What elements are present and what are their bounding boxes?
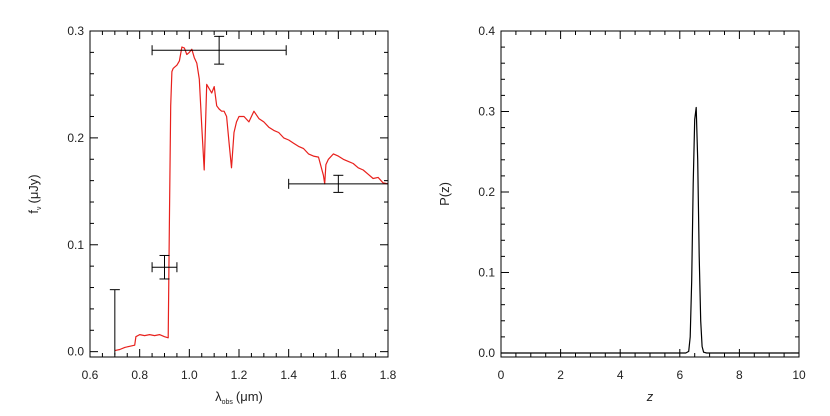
- sed-x-axis-label-unit: (μm): [236, 389, 263, 404]
- sed-y-axis-label-sub: ν: [36, 206, 43, 210]
- pz-y-tick-label: 0.3: [478, 104, 495, 118]
- sed-y-tick-label: 0.3: [67, 24, 84, 38]
- sed-x-axis-label-sub: obs: [222, 399, 234, 406]
- sed-panel: 0.6 0.8 1.0 1.2 1.4 1.6 1.80.00.10.20.3 λobs (μ…: [26, 24, 397, 406]
- pz-x-tick-label: 8: [736, 368, 743, 382]
- sed-y-axis-label-main: f: [26, 210, 41, 214]
- sed-errorbar: [151, 254, 178, 280]
- pz-x-tick-label: 6: [676, 368, 683, 382]
- pz-y-tick-label: 0.0: [478, 346, 495, 360]
- sed-ticks: 0.6 0.8 1.0 1.2 1.4 1.6 1.8 0.0 0.1 0.2 0.3: [67, 24, 396, 382]
- pz-x-tick-label: 10: [792, 368, 806, 382]
- pz-x-tick-label: 0: [498, 368, 505, 382]
- sed-x-tick-label: 1.2: [231, 368, 248, 382]
- sed-marks: [109, 35, 389, 355]
- sed-y-axis-label: fν (μJy): [26, 174, 43, 213]
- pz-y-axis-label: P(z): [437, 182, 452, 206]
- sed-y-tick-label: 0.1: [67, 238, 84, 252]
- pz-ticks: 0 2 4 6 8 10 0.0 0.1 0.2 0.3 0.4: [478, 24, 806, 382]
- sed-errorbar: [151, 35, 287, 65]
- sed-x-tick-label: 1.6: [330, 368, 347, 382]
- pz-series-line: [501, 106, 799, 354]
- pz-plot-frame: [500, 30, 800, 358]
- pz-marks: [501, 106, 799, 354]
- sed-series-line: [114, 46, 389, 352]
- sed-y-tick-label: 0.0: [67, 345, 84, 359]
- sed-x-tick-label: 1.8: [380, 368, 397, 382]
- sed-x-axis-label-main: λ: [215, 389, 222, 404]
- pz-y-tick-label: 0.4: [478, 24, 495, 38]
- sed-errorbar: [109, 289, 120, 355]
- pz-x-axis-label: z: [646, 389, 654, 404]
- sed-x-tick-label: 0.6: [82, 368, 99, 382]
- sed-x-tick-label: 1.0: [181, 368, 198, 382]
- pz-x-tick-label: 2: [557, 368, 564, 382]
- pz-y-tick-label: 0.1: [478, 265, 495, 279]
- sed-y-tick-label: 0.2: [67, 131, 84, 145]
- pz-panel: 0 2 4 6 8 10 0.0 0.1 0.2 0.3 0.4 z P(z): [437, 24, 806, 404]
- sed-x-axis-label: λobs (μm): [215, 389, 263, 406]
- pz-y-tick-label: 0.2: [478, 185, 495, 199]
- pz-x-tick-label: 4: [617, 368, 624, 382]
- sed-x-tick-label: 0.8: [131, 368, 148, 382]
- sed-x-tick-label: 1.4: [280, 368, 297, 382]
- sed-y-axis-label-unit: (μJy): [26, 174, 41, 203]
- sed-errorbar: [288, 174, 388, 193]
- sed-plot-frame: [89, 30, 389, 358]
